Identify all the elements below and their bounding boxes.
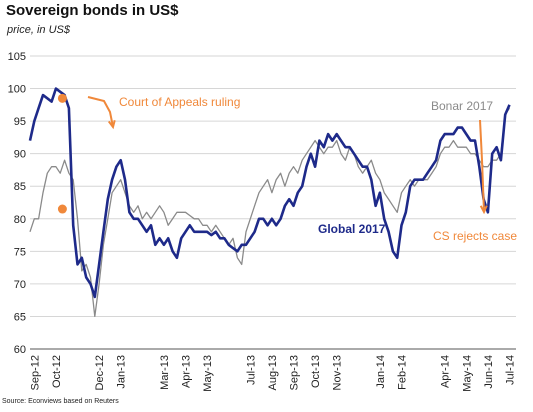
court-ruling-arrow-head	[107, 119, 116, 130]
event-marker	[57, 204, 67, 214]
y-tick-label: 85	[14, 181, 26, 193]
y-tick-label: 75	[14, 246, 26, 258]
y-tick-label: 90	[14, 149, 26, 161]
cs-rejects-arrow-head	[479, 205, 488, 215]
x-tick-label: Apr-14	[440, 355, 452, 388]
chart-source: Source: Econviews based on Reuters	[2, 398, 119, 405]
chart-svg: 60 65 70 75 80 85 90 95 100 105 Sep-12 Oct-12 Dec-12…	[8, 51, 518, 392]
annotation-label: CS rejects case	[433, 229, 517, 243]
y-tick-label: 100	[8, 84, 26, 96]
x-tick-label: Apr-13	[181, 355, 193, 388]
x-tick-label: Jun-14	[483, 355, 495, 389]
x-tick-label: Aug-13	[267, 355, 279, 390]
y-tick-label: 70	[14, 279, 26, 291]
y-tick-label: 60	[14, 344, 26, 356]
x-tick-label: Dec-12	[94, 355, 106, 390]
x-tick-label: Jan-14	[375, 355, 387, 389]
x-tick-label: Oct-12	[51, 355, 63, 388]
chart-title: Sovereign bonds in US$	[6, 2, 179, 19]
series-bonar-2017-line	[29, 107, 511, 318]
annotation-label: Court of Appeals ruling	[119, 95, 240, 109]
x-tick-label: Jul-14	[505, 355, 517, 385]
y-tick-label: 95	[14, 116, 26, 128]
x-tick-label: Mar-13	[159, 355, 171, 390]
event-marker	[57, 93, 67, 103]
x-tick-label: May-13	[202, 355, 214, 392]
x-tick-label: Jul-13	[245, 355, 257, 385]
court-ruling-arrow	[87, 96, 114, 128]
x-tick-label: Feb-14	[397, 355, 409, 390]
y-tick-label: 65	[14, 311, 26, 323]
cs-rejects-arrow	[479, 119, 485, 213]
x-tick-label: Sep-12	[29, 355, 41, 390]
x-tick-label: May-14	[461, 355, 473, 392]
annotation-label: Bonar 2017	[431, 99, 493, 113]
x-tick-label: Nov-13	[332, 355, 344, 390]
series-global-2017-line	[28, 87, 511, 299]
x-tick-label: Oct-13	[310, 355, 322, 388]
x-tick-label: Jan-13	[116, 355, 128, 389]
y-tick-label: 80	[14, 214, 26, 226]
y-tick-label: 105	[8, 51, 26, 63]
chart-subtitle: price, in US$	[7, 24, 70, 36]
x-tick-label: Sep-13	[289, 355, 301, 390]
annotation-label: Global 2017	[318, 222, 386, 236]
